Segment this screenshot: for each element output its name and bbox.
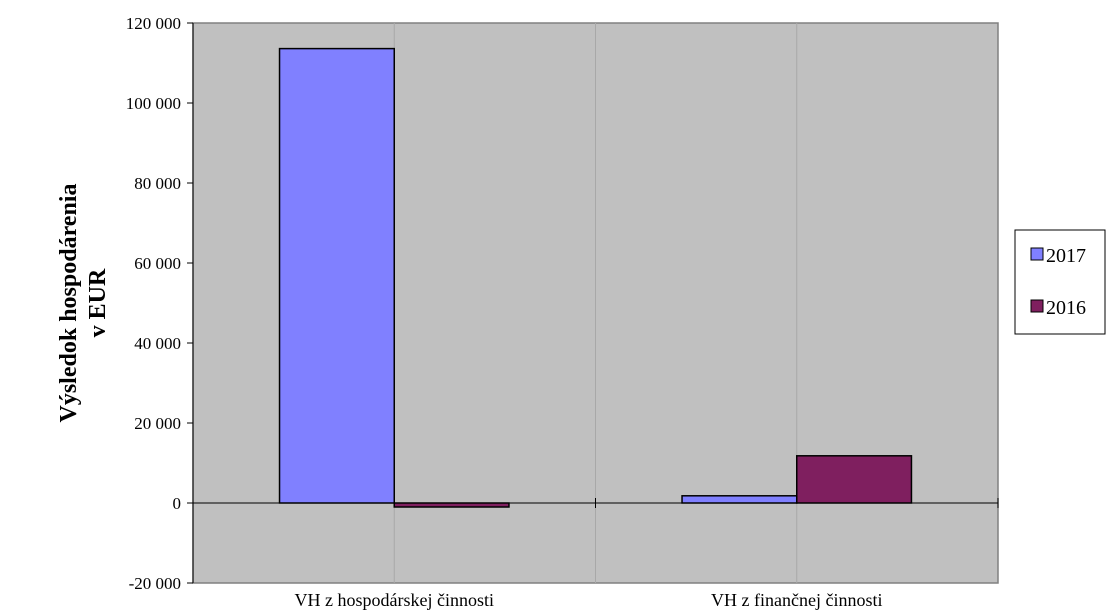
legend-label-2016: 2016 xyxy=(1046,297,1086,319)
y-tick-label: 40 000 xyxy=(134,334,181,353)
bar-2016-1 xyxy=(393,502,510,508)
legend-label-2017: 2017 xyxy=(1046,245,1086,267)
y-tick-labels: -20 000 0 20 000 40 000 60 000 80 000 100 000 1… xyxy=(126,14,181,593)
bar-2017-1 xyxy=(278,47,396,504)
axes xyxy=(187,22,999,584)
y-tick-label: 60 000 xyxy=(134,254,181,273)
legend-swatch-2017 xyxy=(1030,247,1044,261)
category-labels: VH z hospodárskej činnosti VH z finančnej… xyxy=(295,590,883,610)
y-tick-label: 80 000 xyxy=(134,174,181,193)
bars xyxy=(278,47,913,508)
legend: 2017 2016 xyxy=(1014,229,1106,335)
legend-swatch-2016 xyxy=(1030,299,1044,313)
y-tick-label: 20 000 xyxy=(134,414,181,433)
y-tick-label: -20 000 xyxy=(129,574,181,593)
y-tick-label: 0 xyxy=(173,494,182,513)
bar-2016-2 xyxy=(796,455,913,504)
legend-box xyxy=(1014,229,1106,335)
y-tick-label: 120 000 xyxy=(126,14,181,33)
category-label-1: VH z hospodárskej činnosti xyxy=(295,590,494,610)
y-axis-title-line-1: Výsledok hospodárenia xyxy=(56,184,82,423)
y-tick-label: 100 000 xyxy=(126,94,181,113)
bar-2017-2 xyxy=(681,495,798,504)
category-label-2: VH z finančnej činnosti xyxy=(711,590,882,610)
y-axis-title-line-2: v EUR xyxy=(85,268,111,337)
